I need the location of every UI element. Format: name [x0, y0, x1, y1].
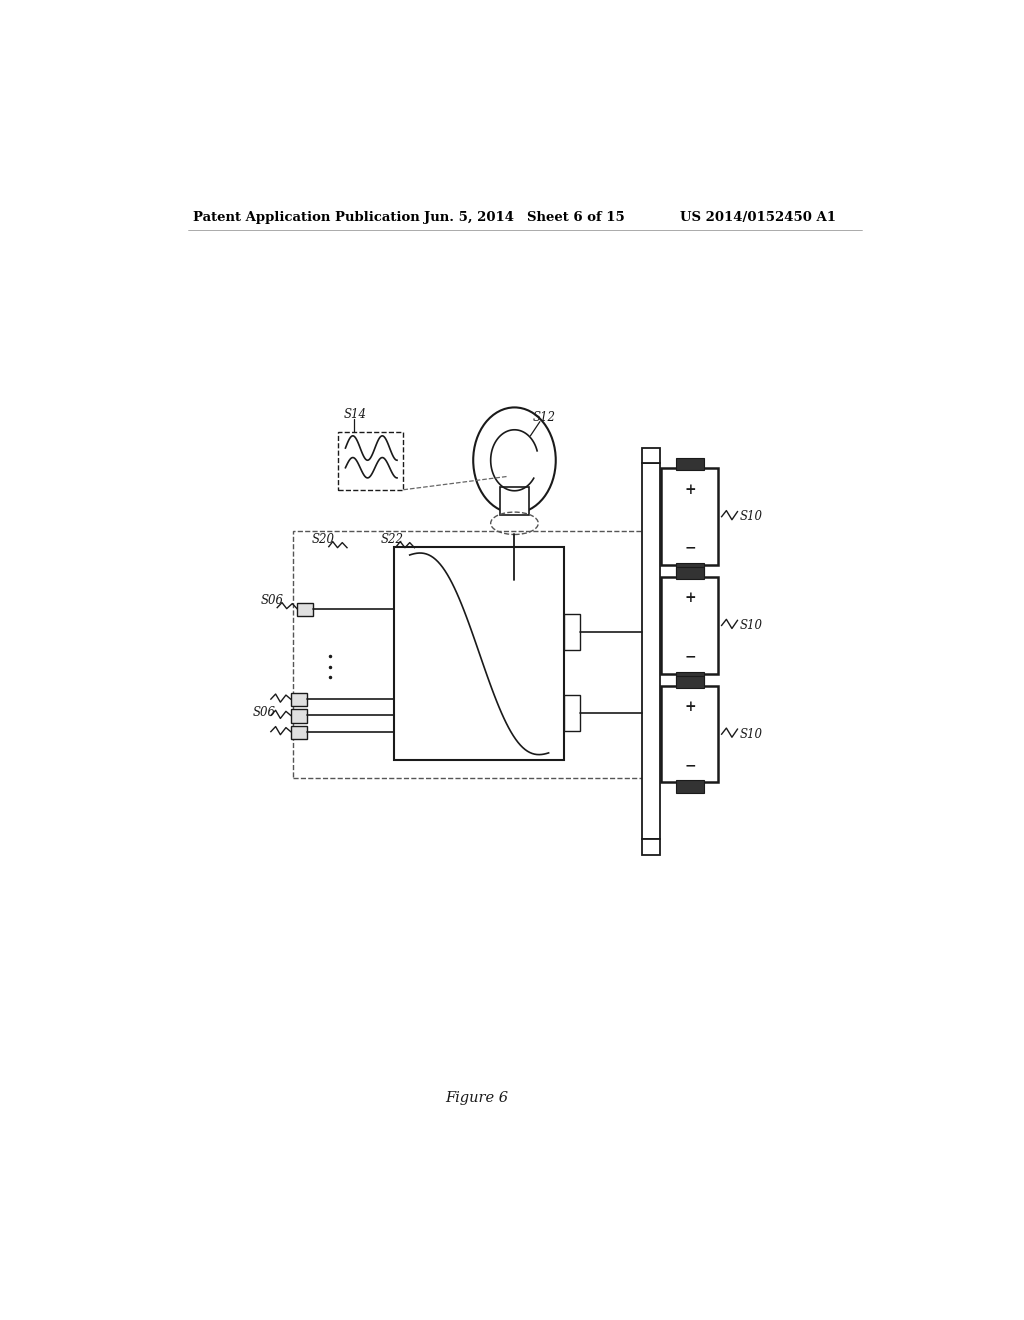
Text: S10: S10: [740, 511, 763, 523]
Text: +: +: [684, 591, 695, 606]
Bar: [500, 487, 528, 515]
Text: S10: S10: [740, 619, 763, 632]
Text: S20: S20: [312, 533, 335, 546]
Bar: [676, 672, 705, 684]
Bar: [291, 693, 306, 706]
Bar: [676, 568, 705, 579]
Bar: [662, 577, 719, 673]
Text: S12: S12: [532, 411, 556, 424]
Text: −: −: [684, 758, 695, 772]
Text: Patent Application Publication: Patent Application Publication: [194, 211, 420, 224]
Bar: [662, 686, 719, 783]
Text: −: −: [684, 541, 695, 554]
Bar: [291, 726, 306, 739]
Bar: [642, 463, 659, 840]
Bar: [676, 780, 705, 792]
Text: S06: S06: [260, 594, 284, 607]
Bar: [291, 709, 306, 722]
Text: −: −: [684, 649, 695, 664]
Text: Figure 6: Figure 6: [445, 1090, 509, 1105]
Bar: [676, 562, 705, 576]
Bar: [394, 546, 564, 760]
Bar: [297, 602, 313, 615]
Bar: [564, 614, 581, 651]
Text: +: +: [684, 483, 695, 496]
Bar: [564, 694, 581, 731]
Bar: [642, 447, 659, 463]
Text: S06: S06: [253, 706, 275, 719]
Circle shape: [473, 408, 556, 513]
Text: S22: S22: [380, 533, 403, 546]
Bar: [676, 676, 705, 688]
Text: +: +: [684, 700, 695, 714]
Text: Sheet 6 of 15: Sheet 6 of 15: [527, 211, 625, 224]
Bar: [293, 532, 648, 779]
Text: S14: S14: [344, 408, 367, 421]
Bar: [338, 432, 403, 490]
Bar: [676, 458, 705, 470]
Text: Jun. 5, 2014: Jun. 5, 2014: [424, 211, 514, 224]
Bar: [642, 840, 659, 854]
Text: S10: S10: [740, 727, 763, 741]
Bar: [662, 469, 719, 565]
Text: US 2014/0152450 A1: US 2014/0152450 A1: [680, 211, 836, 224]
